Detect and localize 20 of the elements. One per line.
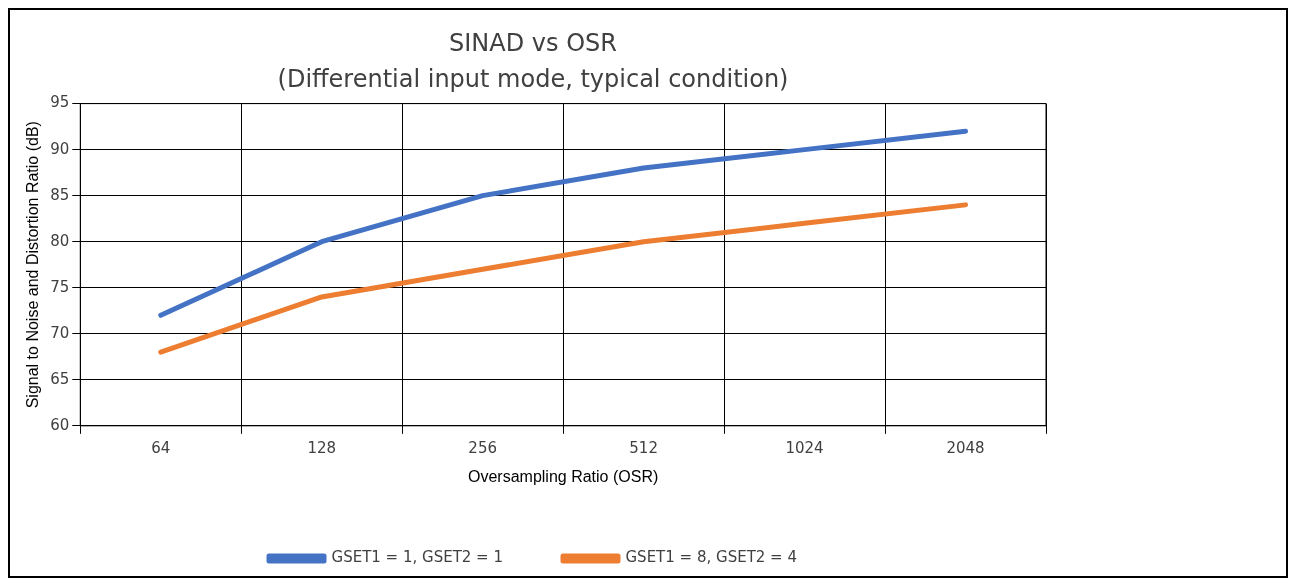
- chart-subtitle: (Differential input mode, typical condition): [277, 65, 789, 94]
- y-tick-label: 70: [50, 323, 70, 342]
- x-axis-title: Oversampling Ratio (OSR): [468, 467, 659, 485]
- x-tick-label: 64: [151, 438, 171, 457]
- y-tick-label: 95: [50, 93, 70, 112]
- y-tick-label: 80: [50, 231, 70, 250]
- x-tick-label: 512: [629, 438, 658, 457]
- y-tick-label: 90: [50, 139, 70, 158]
- legend-label: GSET1 = 1, GSET2 = 1: [331, 548, 504, 567]
- y-tick-label: 60: [50, 415, 70, 434]
- legend-label: GSET1 = 8, GSET2 = 4: [625, 548, 797, 567]
- x-tick-label: 128: [307, 438, 337, 457]
- x-tick-label: 1024: [785, 438, 824, 457]
- x-tick-label: 2048: [946, 438, 985, 457]
- chart-title: SINAD vs OSR: [449, 28, 617, 57]
- y-tick-label: 75: [50, 277, 70, 296]
- y-axis-title: Signal to Noise and Distortion Ratio (dB): [24, 121, 42, 409]
- y-tick-label: 65: [50, 369, 70, 388]
- y-tick-label: 85: [50, 185, 70, 204]
- x-tick-label: 256: [468, 438, 497, 457]
